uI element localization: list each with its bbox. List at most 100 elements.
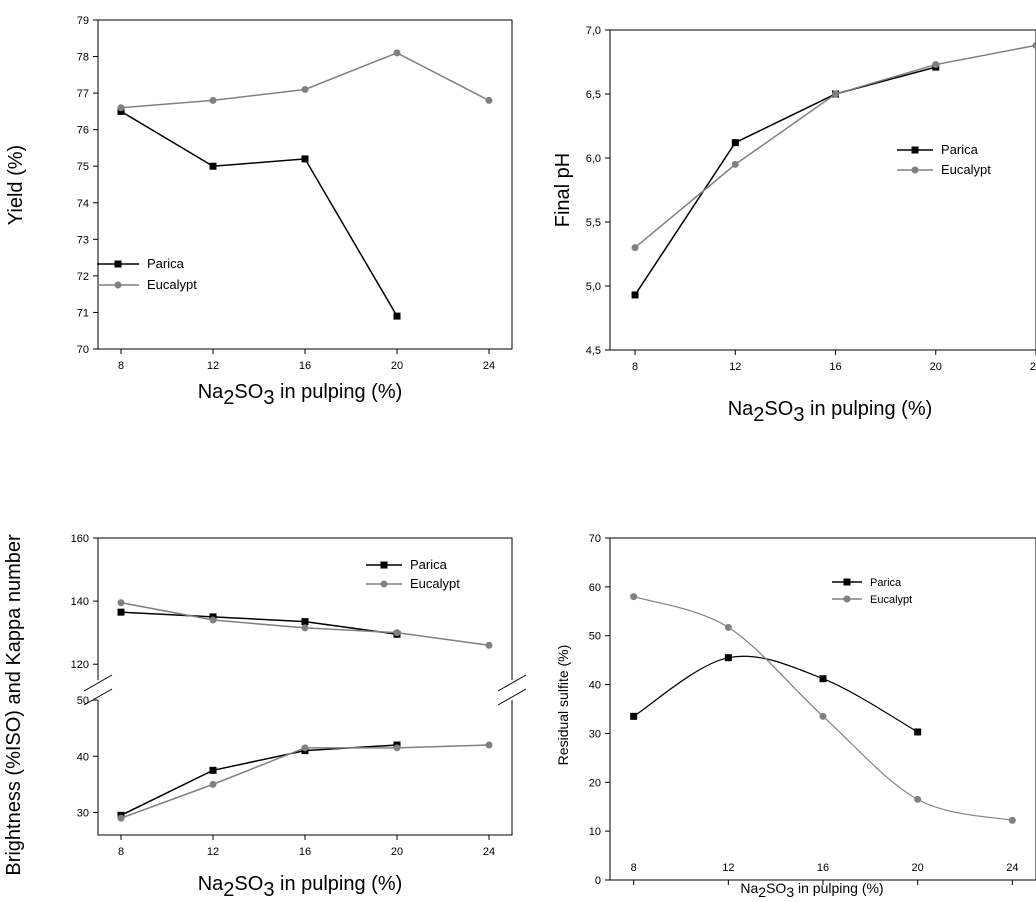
y-tick-label: 5,5	[586, 217, 601, 229]
x-tick-label: 12	[729, 361, 741, 373]
y-tick-label: 72	[77, 271, 89, 283]
y-tick-label: 77	[77, 88, 89, 100]
series-line-eucalypt	[120, 52, 490, 109]
y-tick-label: 120	[71, 659, 89, 671]
data-point-circle	[843, 595, 851, 603]
data-point-square	[209, 162, 217, 170]
y-tick-label: 74	[77, 198, 89, 210]
x-tick-label: 20	[391, 360, 403, 372]
final-ph-chart: 8 12 16 20 24 4,5 5,0 5,5 6,0 6,5 7,0 Parica Eucalyp…	[552, 25, 1036, 426]
y-axis-label: Residual sulfite (%)	[555, 645, 571, 766]
data-point-circle	[914, 795, 922, 803]
axis-break-mark	[83, 688, 113, 706]
data-point-circle	[380, 580, 388, 588]
series-line-parica	[634, 66, 936, 296]
y-tick-label: 60	[589, 582, 601, 594]
series-line-parica	[633, 655, 918, 733]
data-point-circle	[819, 712, 827, 720]
y-tick-label: 6,5	[586, 89, 601, 101]
y-tick-label: 6,0	[586, 153, 601, 165]
y-tick-label: 70	[589, 533, 601, 545]
data-point-circle	[485, 741, 493, 749]
brightness-kappa-chart: 8 12 16 20 24 120 140 160 30 40 50 Parica Eucalypt Na…	[3, 533, 527, 901]
data-point-circle	[1032, 41, 1036, 49]
x-axis-label-part: SO	[234, 873, 263, 895]
data-point-square	[301, 618, 309, 626]
data-point-circle	[932, 61, 940, 69]
data-point-circle	[301, 85, 309, 93]
data-point-circle	[911, 166, 919, 174]
x-axis-label-part: Na	[198, 873, 224, 895]
x-axis-label-part: in pulping (%)	[274, 381, 402, 403]
x-axis-label-part: Na	[198, 381, 224, 403]
x-tick-label: 8	[118, 360, 124, 372]
data-point-square	[393, 312, 401, 320]
x-axis-label-part: 3	[786, 884, 794, 900]
y-tick-label: 4,5	[586, 345, 601, 357]
data-point-circle	[209, 96, 217, 104]
data-point-square	[914, 728, 922, 736]
x-axis-label: Na2SO3 in pulping (%)	[198, 873, 403, 901]
x-tick-label: 8	[631, 862, 637, 874]
x-tick-label: 16	[817, 862, 829, 874]
x-axis-label-part: 2	[758, 884, 766, 900]
plot-frame	[97, 19, 513, 350]
x-axis-label: Na2SO3 in pulping (%)	[198, 381, 403, 409]
x-tick-label: 12	[207, 846, 219, 858]
legend-label-eucalypt: Eucalypt	[941, 162, 991, 177]
plot-frame-lower	[97, 700, 513, 836]
data-point-square	[380, 561, 388, 569]
data-point-circle	[393, 629, 401, 637]
data-point-circle	[209, 616, 217, 624]
x-axis-label-part: 3	[263, 879, 274, 901]
data-point-circle	[832, 90, 840, 98]
data-point-circle	[485, 96, 493, 104]
data-point-square	[731, 139, 739, 147]
legend-label-parica: Parica	[147, 256, 185, 271]
y-tick-label: 0	[595, 875, 601, 887]
data-point-circle	[393, 744, 401, 752]
legend-label-parica: Parica	[410, 557, 448, 572]
x-axis-label-part: SO	[764, 398, 793, 420]
y-axis-label: Final pH	[552, 153, 574, 227]
series-line-parica	[120, 110, 398, 317]
series-line-lower-eucalypt	[120, 744, 490, 819]
x-axis-label-part: in pulping (%)	[274, 873, 402, 895]
data-point-circle	[393, 49, 401, 57]
x-axis-label: Na2SO3 in pulping (%)	[740, 880, 883, 900]
series-line-lower-parica	[120, 744, 398, 816]
y-tick-label: 50	[77, 695, 89, 707]
y-tick-label: 70	[77, 344, 89, 356]
x-tick-label: 16	[299, 846, 311, 858]
data-point-circle	[301, 744, 309, 752]
x-tick-label: 24	[1030, 361, 1036, 373]
data-point-square	[114, 260, 122, 268]
y-axis-label: Brightness (%ISO) and Kappa number	[3, 534, 25, 876]
data-point-circle	[114, 281, 122, 289]
y-tick-label: 5,0	[586, 281, 601, 293]
x-tick-label: 8	[118, 846, 124, 858]
axis-break-mark	[497, 688, 527, 706]
data-point-square	[843, 578, 851, 586]
legend-label-eucalypt: Eucalypt	[410, 576, 460, 591]
data-point-square	[301, 155, 309, 163]
x-axis-label-part: in pulping (%)	[794, 880, 884, 896]
x-axis-label-part: SO	[234, 381, 263, 403]
y-tick-label: 40	[589, 680, 601, 692]
y-tick-label: 7,0	[586, 25, 601, 37]
x-axis-label-part: Na	[728, 398, 754, 420]
x-axis-label-part: 3	[793, 404, 804, 426]
series-line-eucalypt	[633, 596, 1013, 821]
axis-break-mark	[83, 674, 113, 692]
data-point-square	[117, 107, 125, 115]
y-tick-label: 71	[77, 307, 89, 319]
data-point-circle	[209, 780, 217, 788]
data-point-circle	[1008, 816, 1016, 824]
x-tick-label: 8	[632, 361, 638, 373]
y-tick-label: 20	[589, 777, 601, 789]
x-tick-label: 20	[912, 862, 924, 874]
y-tick-label: 50	[589, 631, 601, 643]
legend-label-eucalypt: Eucalypt	[147, 277, 197, 292]
x-axis-label-part: Na	[740, 880, 758, 896]
x-axis-label-part: 2	[223, 387, 234, 409]
